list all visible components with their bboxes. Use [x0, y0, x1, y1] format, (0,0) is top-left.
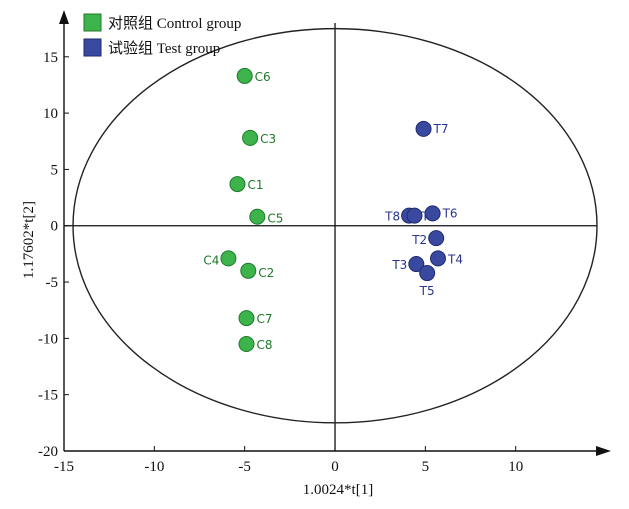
legend-swatch-0 — [83, 13, 102, 32]
data-point-c5 — [249, 208, 266, 225]
data-point-t3 — [408, 256, 425, 273]
data-point-t7 — [415, 120, 432, 137]
x-tick-label: -5 — [238, 459, 251, 475]
y-tick-label: 5 — [51, 162, 59, 178]
y-axis-arrow — [59, 10, 69, 24]
x-tick-label: -10 — [144, 459, 164, 475]
x-tick-label: 0 — [331, 459, 339, 475]
point-label-t2: T2 — [411, 233, 427, 247]
y-tick-label: -5 — [46, 275, 59, 291]
point-label-c1: C1 — [247, 178, 263, 192]
y-tick-label: 10 — [43, 106, 58, 122]
point-label-t5: T5 — [419, 284, 435, 298]
confidence-ellipse-layer — [72, 27, 598, 424]
point-label-c2: C2 — [258, 266, 274, 280]
data-points: C6C3C1C5C4C2C7C8T7T8T1T6T2T4T3T5 — [203, 67, 463, 352]
point-label-c7: C7 — [256, 312, 272, 326]
data-point-t2 — [428, 230, 445, 247]
y-tick-label: -15 — [38, 388, 58, 404]
point-label-c4: C4 — [203, 253, 219, 267]
data-point-c6 — [236, 67, 253, 84]
test-group-series: T7T8T1T6T2T4T3T5 — [384, 120, 463, 298]
point-label-t7: T7 — [433, 122, 449, 136]
point-label-c8: C8 — [256, 338, 272, 352]
y-tick-label: -10 — [38, 331, 58, 347]
data-point-c1 — [229, 176, 246, 193]
data-point-t6 — [424, 205, 441, 222]
confidence-ellipse — [72, 27, 598, 424]
x-axis-arrow — [596, 446, 611, 456]
control-group-series: C6 C3 C1 C5 C4 C2 C7 C8 — [203, 67, 283, 352]
point-label-t6: T6 — [442, 206, 458, 220]
point-label-c3: C3 — [260, 132, 276, 146]
x-tick-label: 10 — [508, 459, 523, 475]
data-point-c4 — [220, 250, 237, 267]
point-label-c6: C6 — [255, 70, 271, 84]
point-label-t4: T4 — [447, 252, 463, 266]
data-point-c8 — [238, 336, 255, 352]
legend-entry-0: 对照组 Control group — [108, 15, 241, 32]
point-label-c5: C5 — [267, 212, 283, 226]
y-tick-label: -20 — [38, 444, 58, 460]
y-axis-label: 1.17602*t[2] — [21, 201, 37, 279]
x-tick-label: -15 — [54, 459, 74, 475]
data-point-t5 — [419, 265, 436, 282]
data-point-c7 — [238, 310, 255, 327]
data-point-t4 — [430, 250, 447, 267]
x-tick-label: 5 — [422, 459, 430, 475]
legend-entry-1: 试验组 Test group — [108, 40, 220, 57]
data-point-c3 — [242, 129, 259, 146]
legend: 对照组 Control group 试验组 Test group — [83, 13, 241, 57]
point-label-t3: T3 — [391, 258, 407, 272]
axes — [64, 23, 597, 451]
point-label-t8: T8 — [384, 210, 400, 224]
legend-swatch-1 — [83, 38, 102, 57]
y-tick-label: 0 — [51, 219, 59, 235]
data-point-c2 — [240, 262, 257, 279]
x-axis-label: 1.0024*t[1] — [303, 482, 373, 498]
y-tick-label: 15 — [43, 50, 58, 66]
data-point-t1 — [406, 207, 423, 224]
